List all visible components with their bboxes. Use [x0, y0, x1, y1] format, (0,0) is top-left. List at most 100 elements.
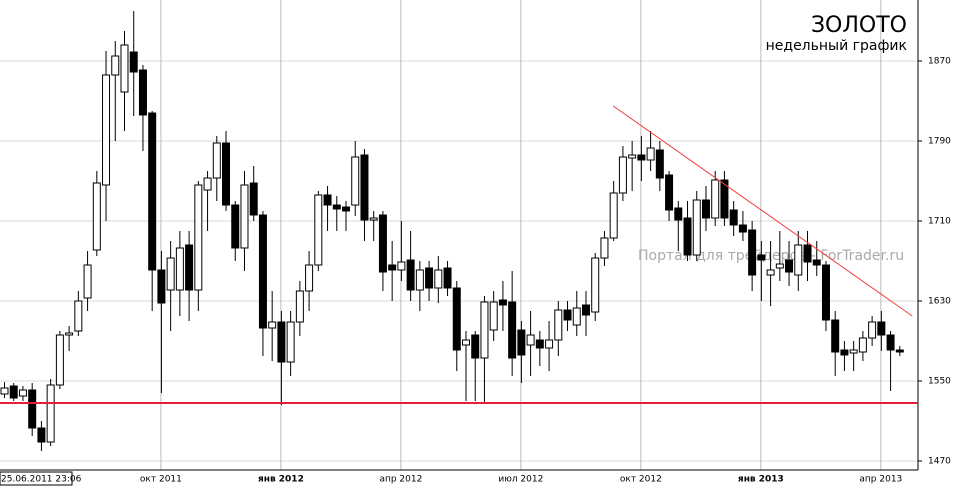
candle-body	[28, 389, 37, 429]
candle-body	[535, 339, 544, 349]
candle-body	[655, 149, 664, 179]
candle-body	[240, 184, 249, 249]
candle-body	[794, 244, 803, 276]
x-tick-label: апр 2013	[859, 475, 902, 485]
candle-body	[757, 254, 766, 261]
candle-body	[637, 154, 646, 161]
candle-body	[877, 321, 886, 336]
candle-body	[342, 206, 351, 212]
y-tick-label: 1550	[928, 377, 951, 387]
candle-body	[526, 334, 535, 346]
candle-body	[74, 300, 83, 332]
candle-body	[803, 244, 812, 263]
candle-body	[148, 112, 157, 271]
candle-body	[462, 339, 470, 346]
candle-body	[222, 142, 231, 206]
candle-body	[286, 321, 295, 363]
y-tick-label: 1470	[928, 457, 951, 467]
candle-body	[175, 247, 184, 291]
x-tick-label: янв 2013	[738, 475, 784, 485]
trend-line	[612, 105, 913, 317]
candle-body	[821, 264, 830, 321]
candle-body	[277, 321, 286, 363]
candle-body	[166, 257, 175, 291]
candle-body	[812, 259, 821, 266]
y-tick-label: 1870	[928, 57, 951, 67]
y-tick-label: 1630	[928, 297, 951, 307]
candle-body	[9, 385, 18, 399]
candle-body	[766, 269, 775, 276]
candle-body	[305, 264, 314, 292]
candle-body	[480, 301, 489, 359]
candle-body	[720, 179, 729, 219]
candle-body	[517, 329, 526, 356]
candle-body	[858, 337, 867, 353]
candle-body	[65, 332, 74, 336]
candle-body	[332, 204, 341, 210]
candle-body	[83, 264, 92, 299]
candle-body	[268, 321, 277, 329]
candle-body	[609, 192, 618, 239]
candle-body	[360, 154, 369, 221]
candle-body	[886, 334, 895, 351]
candle-body	[840, 349, 849, 356]
candle-body	[674, 207, 683, 221]
candle-body	[434, 269, 443, 289]
x-tick-label: июл 2012	[498, 475, 543, 485]
candle-body	[378, 214, 387, 273]
candle-body	[683, 217, 692, 256]
candle-body	[194, 184, 203, 291]
candle-body	[203, 177, 212, 191]
candle-body	[489, 301, 498, 331]
candle-body	[471, 334, 480, 359]
candle-body	[425, 267, 434, 289]
candle-body	[351, 156, 360, 206]
candle-body	[212, 142, 221, 179]
candle-body	[554, 309, 563, 341]
candle-body	[46, 384, 55, 443]
candle-body	[138, 69, 147, 116]
candle-body	[868, 321, 877, 339]
chart-title: ЗОЛОТО	[811, 13, 907, 38]
x-tick-label: окт 2011	[140, 475, 182, 485]
candle-body	[729, 209, 738, 226]
x-tick-label: 25.06.2011 23:06	[1, 475, 82, 485]
candle-body	[111, 55, 120, 76]
candle-body	[498, 299, 507, 306]
candle-body	[545, 339, 554, 349]
candle-body	[406, 259, 415, 291]
candle-body	[591, 257, 600, 313]
candle-body	[120, 44, 129, 93]
x-tick-label: апр 2012	[379, 475, 422, 485]
candle-body	[323, 194, 332, 206]
candle-body	[369, 217, 378, 221]
candle-body	[258, 214, 267, 329]
candle-body	[443, 267, 452, 289]
candle-body	[738, 224, 747, 233]
candle-body	[18, 389, 27, 397]
candle-body	[397, 261, 406, 271]
candle-body	[895, 349, 904, 353]
candle-body	[37, 427, 46, 443]
candle-body	[249, 182, 258, 216]
candle-body	[849, 349, 858, 354]
candle-body	[785, 259, 794, 273]
candle-body	[231, 204, 240, 249]
candle-body	[563, 309, 572, 321]
candle-body	[581, 304, 590, 316]
candle-body	[92, 182, 101, 251]
candle-body	[157, 269, 166, 304]
candle-body	[646, 147, 655, 161]
chart-subtitle: недельный график	[766, 38, 907, 54]
y-tick-label: 1790	[928, 137, 951, 147]
candle-body	[600, 237, 609, 259]
candle-body	[775, 263, 784, 269]
candle-body	[102, 74, 111, 186]
candle-body	[701, 199, 710, 219]
x-tick-label: окт 2012	[620, 475, 662, 485]
candle-body	[628, 154, 637, 159]
candle-body	[692, 199, 701, 256]
candle-body	[572, 307, 581, 326]
candle-body	[831, 319, 840, 353]
